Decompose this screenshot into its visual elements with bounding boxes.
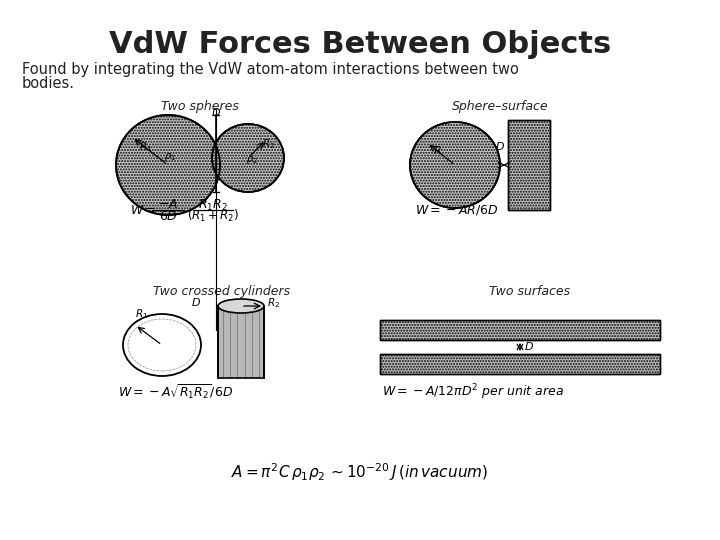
- Ellipse shape: [123, 314, 201, 376]
- Text: $W = -AR/6D$: $W = -AR/6D$: [415, 203, 498, 217]
- Text: Sphere–surface: Sphere–surface: [451, 100, 549, 113]
- Ellipse shape: [212, 124, 284, 192]
- Text: Two spheres: Two spheres: [161, 100, 239, 113]
- Text: Found by integrating the VdW atom-atom interactions between two: Found by integrating the VdW atom-atom i…: [22, 62, 519, 77]
- Bar: [218, 306, 264, 378]
- Text: $\rho_1$: $\rho_1$: [164, 151, 176, 163]
- Bar: [380, 320, 660, 340]
- Text: bodies.: bodies.: [22, 76, 75, 91]
- Text: $R_2$: $R_2$: [267, 296, 280, 310]
- Text: $(R_1+R_2)$: $(R_1+R_2)$: [187, 208, 239, 224]
- Text: $\rho_2$: $\rho_2$: [246, 154, 258, 166]
- Text: $W = -A/12\pi D^2$ per unit area: $W = -A/12\pi D^2$ per unit area: [382, 382, 564, 402]
- Ellipse shape: [116, 115, 220, 215]
- Text: $-A$: $-A$: [158, 199, 178, 212]
- Text: D: D: [192, 298, 200, 308]
- Text: $W = -A\sqrt{R_1 R_2}/6D$: $W = -A\sqrt{R_1 R_2}/6D$: [118, 382, 233, 402]
- Text: D: D: [495, 142, 504, 152]
- Text: D: D: [212, 108, 220, 118]
- Text: Two crossed cylinders: Two crossed cylinders: [153, 285, 291, 298]
- Bar: [380, 320, 660, 340]
- Text: $R_2$: $R_2$: [262, 137, 275, 151]
- Bar: [508, 120, 550, 210]
- Text: $6D$: $6D$: [158, 210, 178, 222]
- Text: $R_1 R_2$: $R_1 R_2$: [198, 198, 228, 213]
- Text: VdW Forces Between Objects: VdW Forces Between Objects: [109, 30, 611, 59]
- Text: $R_1$: $R_1$: [140, 140, 153, 154]
- Text: D: D: [525, 342, 534, 352]
- Ellipse shape: [410, 122, 500, 208]
- Bar: [380, 354, 660, 374]
- Text: $R_1$: $R_1$: [135, 307, 148, 321]
- Text: Two surfaces: Two surfaces: [490, 285, 570, 298]
- Bar: [508, 120, 550, 210]
- Text: $A = \pi^2 C\, \rho_1 \rho_2\, \sim 10^{-20}\, J\, (in\, vacuum)$: $A = \pi^2 C\, \rho_1 \rho_2\, \sim 10^{…: [231, 461, 489, 483]
- Text: $R$: $R$: [433, 144, 441, 156]
- Text: $W=$: $W=$: [130, 204, 156, 217]
- Ellipse shape: [218, 299, 264, 313]
- Bar: [380, 354, 660, 374]
